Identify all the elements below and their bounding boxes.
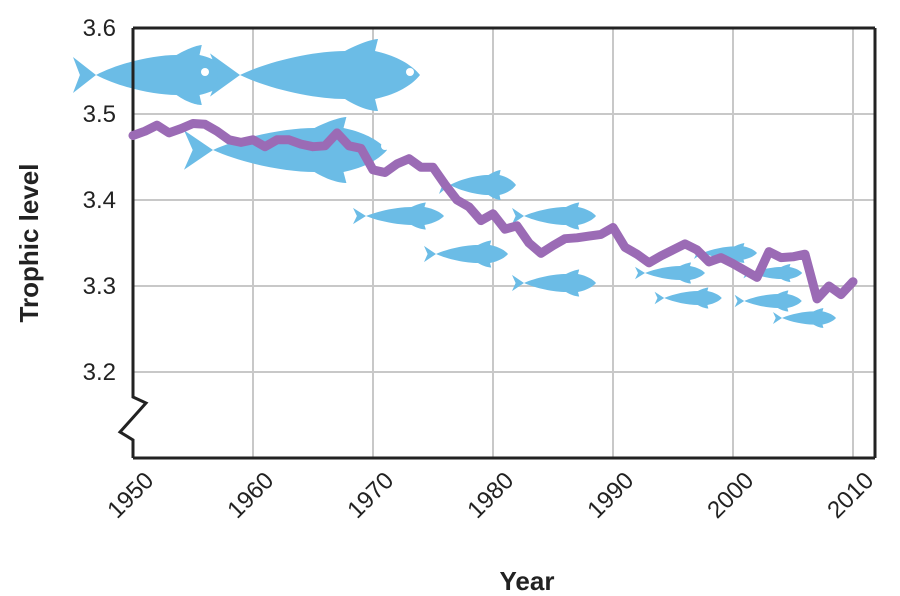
small-fish-icon — [353, 202, 444, 230]
fish-eye-icon — [201, 68, 209, 76]
x-tick-label: 1970 — [342, 467, 399, 524]
x-tick-label: 2010 — [822, 467, 879, 524]
grid-lines — [133, 28, 875, 458]
y-axis-line-with-break — [117, 28, 149, 458]
small-fish-icon — [512, 269, 596, 297]
small-fish-icon — [773, 308, 836, 328]
data-marks — [128, 119, 858, 304]
y-tick-label: 3.4 — [83, 187, 116, 214]
fish-illustrations — [73, 39, 836, 328]
small-fish-icon — [424, 240, 508, 268]
large-tuna-icon — [210, 39, 420, 111]
fish-eye-icon — [406, 68, 414, 76]
y-tick-label: 3.2 — [83, 359, 116, 386]
x-axis-title: Year — [500, 566, 555, 596]
x-tick-label: 1990 — [582, 467, 639, 524]
axes — [117, 26, 877, 460]
y-axis-title: Trophic level — [14, 164, 44, 323]
x-tick-label: 1980 — [462, 467, 519, 524]
y-tick-label: 3.5 — [83, 101, 116, 128]
x-tick-label: 1950 — [102, 467, 159, 524]
y-tick-label: 3.3 — [83, 273, 116, 300]
small-fish-icon — [512, 202, 596, 230]
y-tick-label: 3.6 — [83, 15, 116, 42]
trophic-level-line — [128, 119, 858, 304]
large-tuna-icon — [73, 45, 234, 105]
x-tick-labels: 1950 1960 1970 1980 1990 2000 2010 — [102, 467, 879, 524]
x-tick-label: 1960 — [222, 467, 279, 524]
small-fish-icon — [654, 287, 722, 309]
fish-eye-icon — [381, 142, 389, 150]
y-tick-labels: 3.2 3.3 3.4 3.5 3.6 — [83, 15, 116, 386]
x-tick-label: 2000 — [702, 467, 759, 524]
small-fish-icon — [734, 290, 802, 312]
